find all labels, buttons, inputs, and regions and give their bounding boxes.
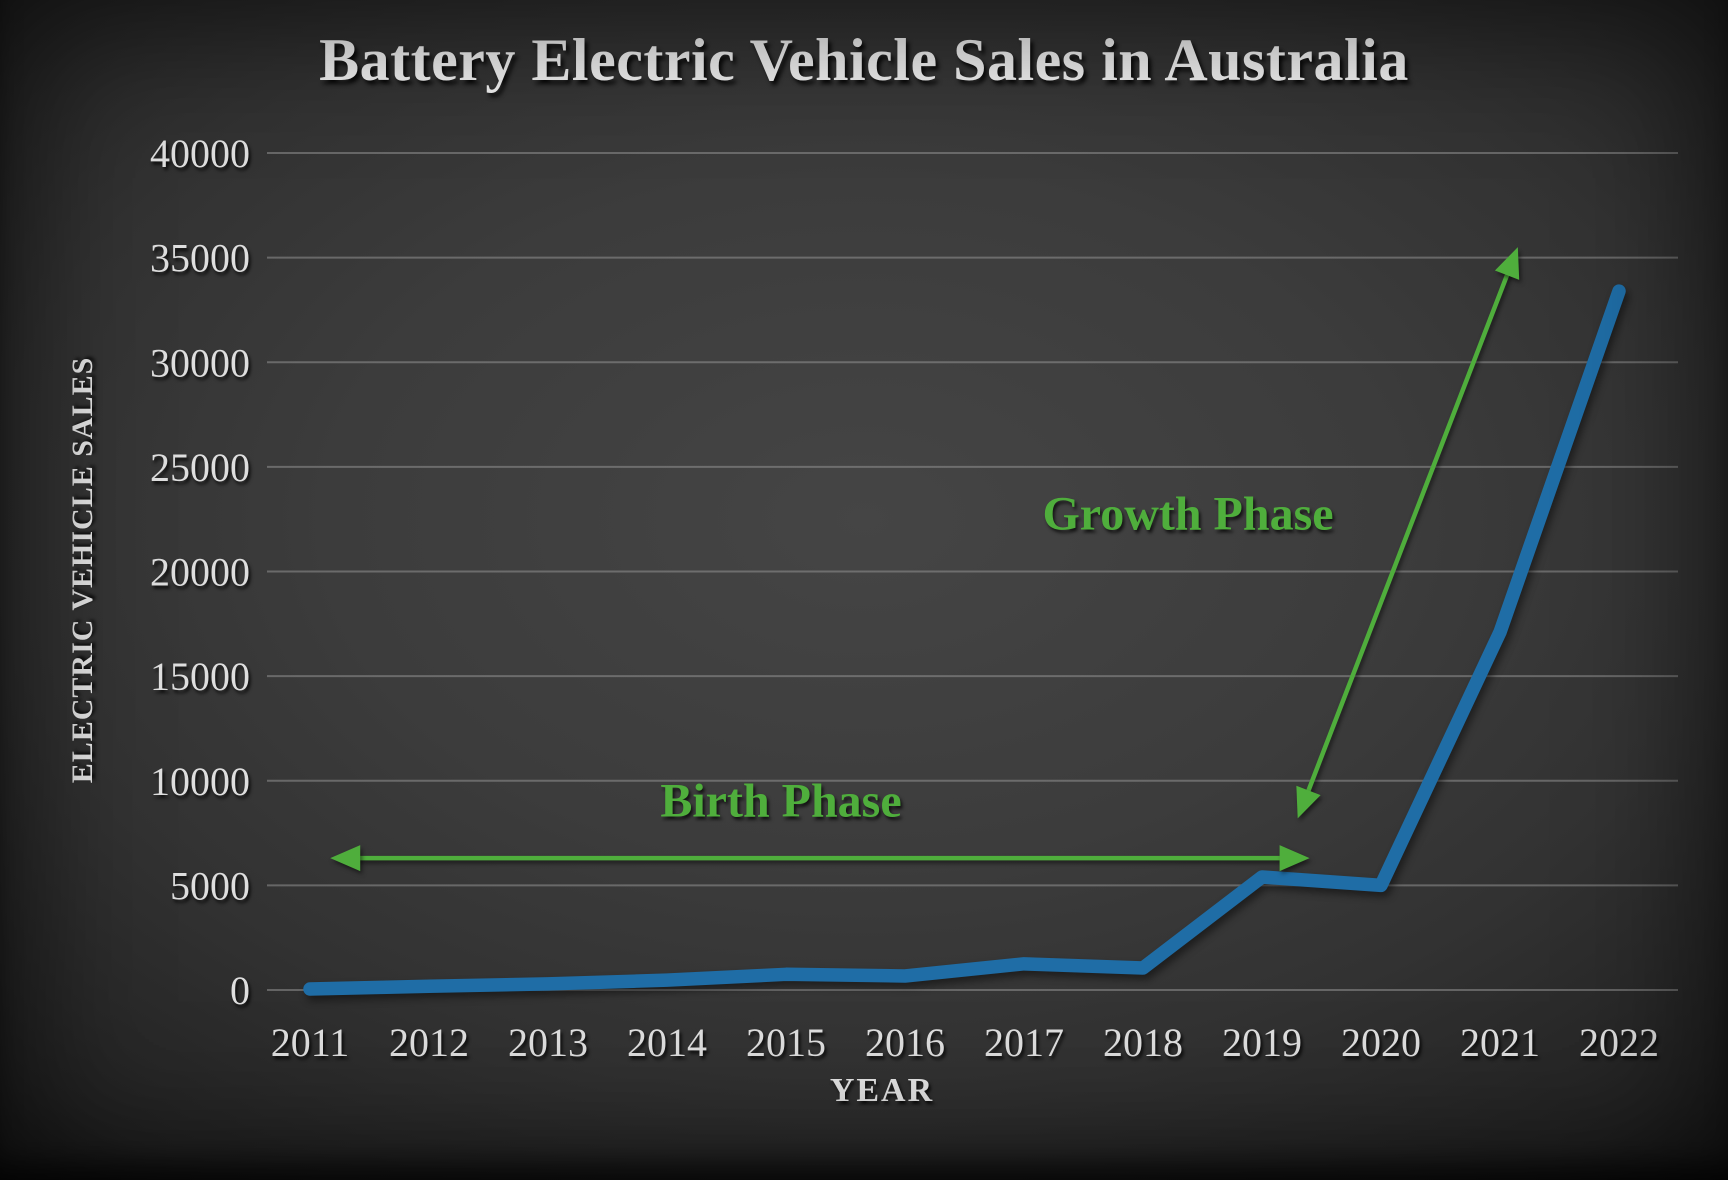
x-tick-label-2014: 2014 [627,1020,707,1065]
x-tick-label-2019: 2019 [1222,1020,1302,1065]
y-tick-label-10000: 10000 [150,759,250,804]
x-tick-label-2015: 2015 [746,1020,826,1065]
x-tick-label-2013: 2013 [508,1020,588,1065]
birth-phase-arrowhead-end [1279,845,1310,872]
annotation-growth-phase: Growth Phase [1042,487,1334,541]
y-tick-label-25000: 25000 [150,445,250,490]
x-tick-label-2012: 2012 [389,1020,469,1065]
chart-title: Battery Electric Vehicle Sales in Austra… [319,27,1409,93]
x-axis-title: YEAR [829,1072,935,1109]
x-tick-label-2018: 2018 [1103,1020,1183,1065]
x-tick-label-2017: 2017 [984,1020,1064,1065]
y-tick-label-0: 0 [230,968,250,1013]
annotation-birth-phase: Birth Phase [660,774,902,828]
x-tick-label-2021: 2021 [1460,1020,1540,1065]
growth-phase-arrowhead-start [1296,785,1321,819]
y-tick-label-20000: 20000 [150,550,250,595]
y-tick-label-35000: 35000 [150,236,250,281]
y-tick-label-30000: 30000 [150,340,250,385]
birth-phase-arrowhead-start [330,845,361,872]
y-tick-label-40000: 40000 [150,131,250,176]
y-tick-label-15000: 15000 [150,654,250,699]
growth-phase-arrowhead-end [1494,247,1520,280]
x-tick-label-2022: 2022 [1579,1020,1659,1065]
sales-data-line [303,284,1626,996]
growth-phase-arrow [1303,266,1513,799]
x-tick-label-2011: 2011 [271,1020,350,1065]
x-tick-label-2016: 2016 [865,1020,945,1065]
x-tick-label-2020: 2020 [1341,1020,1421,1065]
y-tick-label-5000: 5000 [170,863,250,908]
